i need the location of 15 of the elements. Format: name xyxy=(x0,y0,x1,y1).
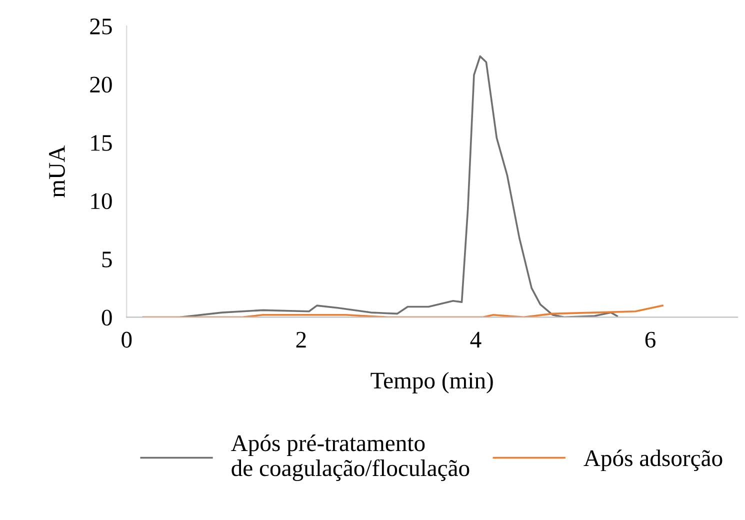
line-series xyxy=(180,55,618,318)
y-axis-title: mUA xyxy=(49,146,65,198)
y-tick-label: 10 xyxy=(91,193,112,210)
x-tick-label: 2 xyxy=(296,332,306,348)
y-tick-label: 5 xyxy=(102,252,112,268)
y-tick-label: 25 xyxy=(90,18,112,34)
x-tick-label: 4 xyxy=(470,332,482,348)
y-tick-label: 20 xyxy=(90,76,112,93)
legend-label: Após pré-tratamento de coagulação/floculação xyxy=(231,434,470,482)
x-tick-label: 6 xyxy=(645,332,656,348)
y-tick-label: 15 xyxy=(91,135,112,151)
x-tick-label: 0 xyxy=(122,332,132,348)
x-axis-title: Tempo (min) xyxy=(370,372,493,394)
y-tick-label: 0 xyxy=(102,310,112,326)
legend-label: Após adsorção xyxy=(584,450,722,472)
